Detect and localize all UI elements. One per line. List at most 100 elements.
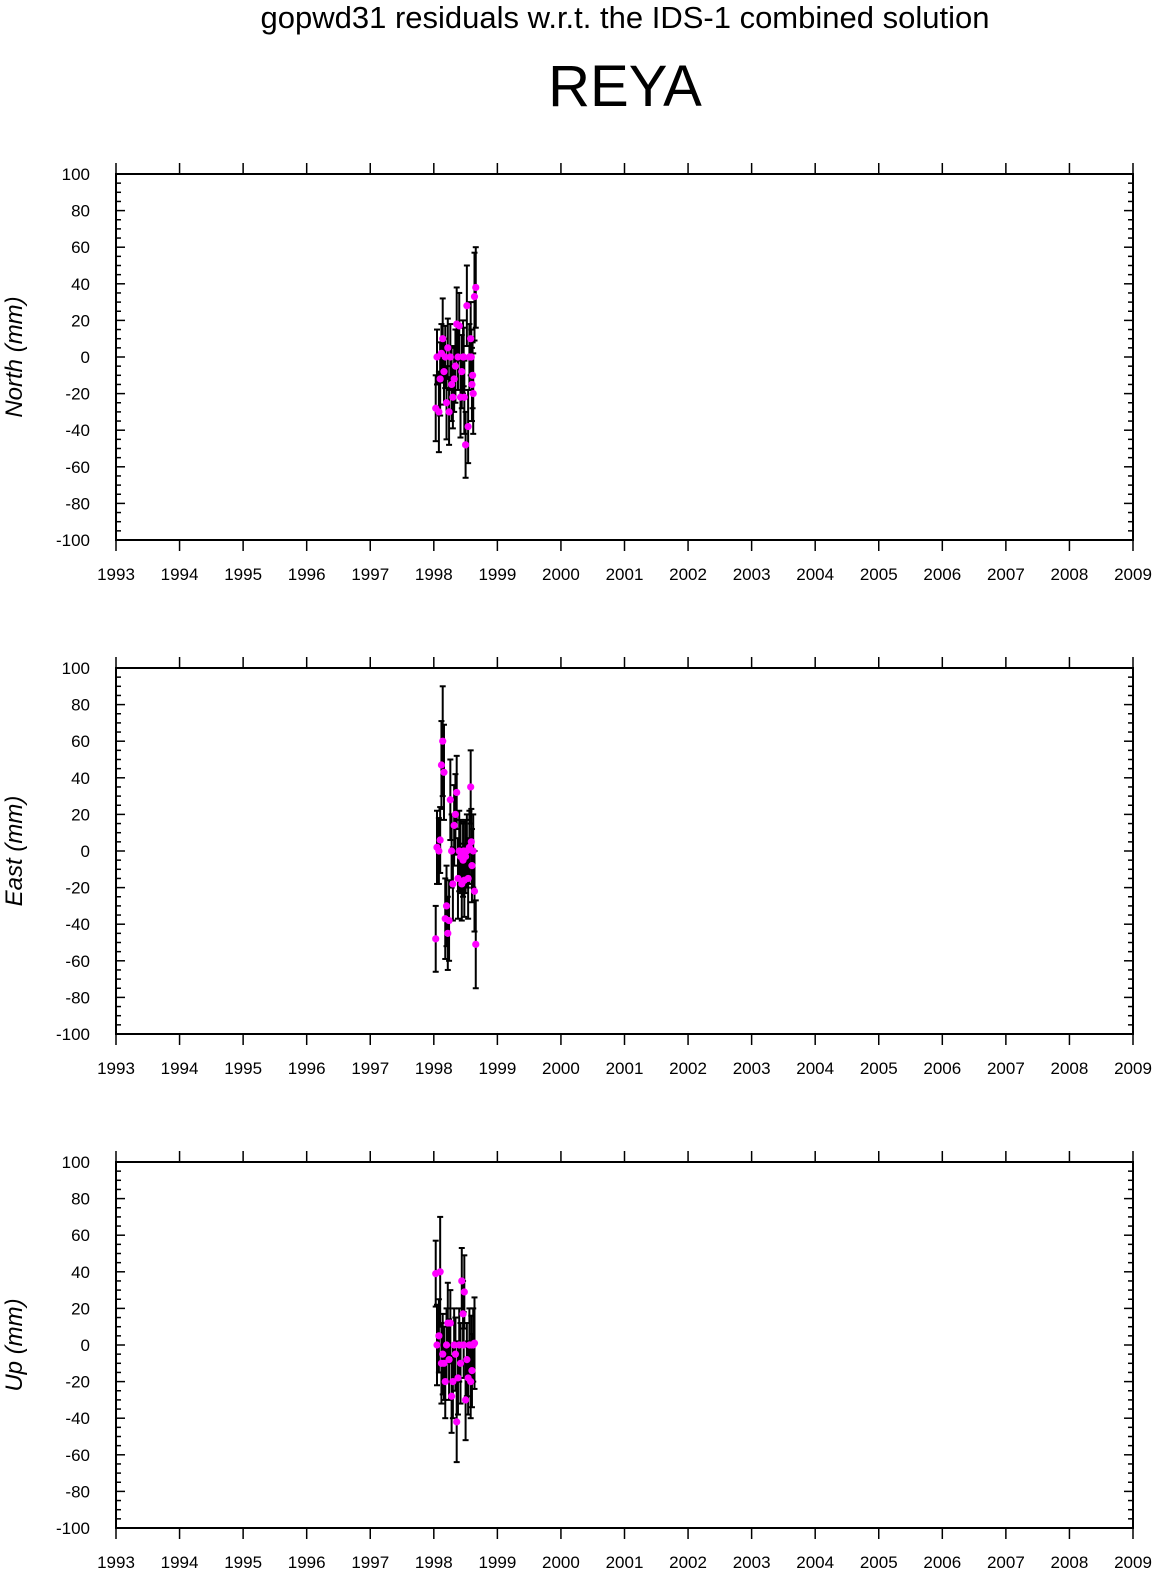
x-tick-label: 2006 bbox=[923, 1553, 961, 1572]
data-point bbox=[470, 293, 479, 301]
x-tick-label: 2000 bbox=[542, 1553, 580, 1572]
data-point bbox=[461, 852, 470, 861]
x-tick-label: 2004 bbox=[796, 565, 834, 584]
data-point bbox=[472, 283, 480, 292]
y-tick-label: -60 bbox=[65, 458, 90, 477]
data-point bbox=[446, 1319, 454, 1327]
y-tick-label: 20 bbox=[71, 1299, 90, 1318]
data-point bbox=[445, 408, 453, 416]
data-point bbox=[450, 821, 458, 829]
x-tick-label: 1993 bbox=[97, 565, 135, 584]
x-tick-label: 1998 bbox=[415, 1553, 453, 1572]
data-point bbox=[435, 408, 443, 416]
data-point bbox=[468, 862, 476, 870]
data-point bbox=[446, 796, 454, 804]
panel-up: 100 80 60 40 20 0 -20 -40 -60 -80 -100 1993 1994 1995… bbox=[1, 1151, 1152, 1572]
x-tick-label: 2006 bbox=[923, 565, 961, 584]
x-tick-label: 2008 bbox=[1051, 565, 1089, 584]
data-point bbox=[449, 880, 457, 888]
data-point bbox=[461, 441, 470, 449]
data-point bbox=[442, 399, 451, 407]
y-tick-label: 80 bbox=[71, 696, 90, 715]
x-tick-label: 2009 bbox=[1114, 1059, 1152, 1078]
x-tick-label: 2009 bbox=[1114, 565, 1152, 584]
x-tick-label: 2006 bbox=[923, 1059, 961, 1078]
data-point bbox=[446, 353, 454, 361]
y-tick-label: -100 bbox=[56, 1519, 90, 1538]
y-tick-label: -20 bbox=[65, 385, 90, 404]
x-tick-label: 2002 bbox=[669, 1059, 707, 1078]
data-point bbox=[433, 1341, 441, 1349]
y-tick-label: 60 bbox=[71, 238, 90, 257]
x-tick-label: 2005 bbox=[860, 1553, 898, 1572]
data-point bbox=[445, 916, 453, 925]
x-tick-label: 2008 bbox=[1051, 1553, 1089, 1572]
data-point bbox=[451, 810, 460, 819]
panel-north: 100 80 60 40 20 0 -20 -40 -60 -80 -100 1993 1994 1995… bbox=[1, 163, 1152, 584]
y-tick-label: -40 bbox=[65, 915, 90, 934]
data-point bbox=[435, 847, 443, 855]
y-tick-label: 80 bbox=[71, 202, 90, 221]
y-tick-label: -80 bbox=[65, 494, 90, 513]
panel-east: 100 80 60 40 20 0 -20 -40 -60 -80 -100 1993 1994 1995… bbox=[1, 657, 1152, 1078]
x-tick-label: 2004 bbox=[796, 1553, 834, 1572]
y-tick-label: 40 bbox=[71, 275, 90, 294]
x-tick-label: 1996 bbox=[288, 565, 326, 584]
x-tick-label: 1997 bbox=[351, 1059, 389, 1078]
data-point bbox=[451, 1350, 460, 1358]
data-point bbox=[441, 353, 449, 361]
data-point bbox=[442, 902, 451, 910]
station-title: REYA bbox=[548, 54, 702, 119]
data-point bbox=[463, 1356, 471, 1364]
y-tick-label: -20 bbox=[65, 1373, 90, 1392]
x-tick-label: 1999 bbox=[478, 1553, 516, 1572]
data-point bbox=[460, 1288, 468, 1296]
data-point bbox=[441, 1378, 449, 1386]
x-tick-label: 2003 bbox=[733, 565, 771, 584]
y-tick-label: 40 bbox=[71, 769, 90, 788]
data-point bbox=[470, 887, 479, 895]
x-tick-label: 1995 bbox=[224, 1059, 262, 1078]
data-point bbox=[467, 1378, 475, 1386]
data-point bbox=[448, 380, 456, 389]
data-point bbox=[448, 847, 456, 855]
y-axis-label: Up (mm) bbox=[1, 1298, 28, 1391]
x-tick-label: 1994 bbox=[161, 1553, 199, 1572]
y-tick-label: 20 bbox=[71, 311, 90, 330]
data-point bbox=[455, 322, 463, 330]
y-tick-label: -80 bbox=[65, 1482, 90, 1501]
y-tick-label: 0 bbox=[81, 842, 90, 861]
data-point bbox=[460, 353, 468, 361]
data-point bbox=[468, 380, 476, 389]
x-tick-label: 2002 bbox=[669, 1553, 707, 1572]
x-tick-label: 2009 bbox=[1114, 1553, 1152, 1572]
data-point bbox=[435, 1332, 443, 1340]
plot-frame bbox=[115, 173, 1134, 541]
x-tick-label: 2004 bbox=[796, 1059, 834, 1078]
x-tick-label: 2002 bbox=[669, 565, 707, 584]
x-tick-label: 2007 bbox=[987, 1059, 1025, 1078]
x-tick-label: 2007 bbox=[987, 1553, 1025, 1572]
data-point bbox=[464, 874, 472, 883]
x-tick-label: 2003 bbox=[733, 1059, 771, 1078]
y-tick-label: 20 bbox=[71, 805, 90, 824]
data-point bbox=[467, 353, 475, 361]
data-point bbox=[468, 371, 477, 379]
data-point bbox=[440, 768, 448, 776]
data-point bbox=[454, 1374, 462, 1382]
data-point bbox=[436, 1268, 444, 1276]
data-point bbox=[456, 1359, 465, 1367]
data-point bbox=[472, 940, 480, 948]
data-point bbox=[454, 874, 462, 883]
data-point bbox=[444, 929, 452, 937]
y-tick-label: 60 bbox=[71, 1226, 90, 1245]
y-tick-label: -40 bbox=[65, 1409, 90, 1428]
plot-frame bbox=[115, 667, 1134, 1035]
data-point bbox=[440, 1359, 448, 1367]
x-tick-label: 2001 bbox=[606, 1553, 644, 1572]
data-point bbox=[436, 375, 444, 383]
data-point bbox=[444, 344, 452, 352]
x-tick-label: 1996 bbox=[288, 1553, 326, 1572]
y-tick-label: 40 bbox=[71, 1263, 90, 1282]
